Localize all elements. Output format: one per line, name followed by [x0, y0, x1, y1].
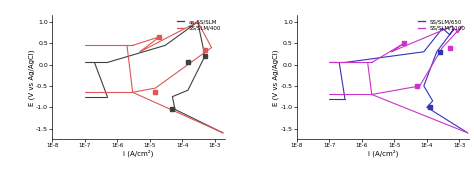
Legend: SS/SLM/650, SS/SLM/1100: SS/SLM/650, SS/SLM/1100: [417, 18, 466, 32]
Y-axis label: E (V vs Ag/AgCl): E (V vs Ag/AgCl): [273, 49, 279, 106]
X-axis label: i (A/cm²): i (A/cm²): [368, 150, 398, 157]
Legend: as-SS/SLM, SS/SLM/400: as-SS/SLM, SS/SLM/400: [176, 18, 222, 32]
X-axis label: i (A/cm²): i (A/cm²): [123, 150, 154, 157]
Y-axis label: E (V vs Ag/AgCl): E (V vs Ag/AgCl): [28, 49, 35, 106]
